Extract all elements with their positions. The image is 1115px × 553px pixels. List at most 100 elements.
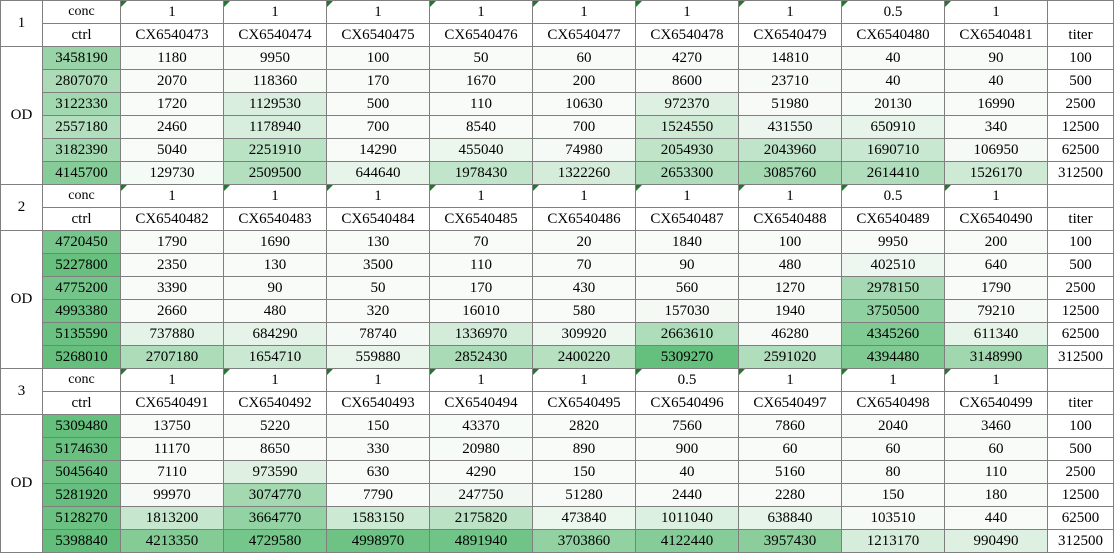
value-cell[interactable]: 1690710 (841, 138, 945, 162)
titer-value-cell[interactable]: 100 (1047, 230, 1114, 254)
value-cell[interactable]: 40 (841, 69, 945, 93)
value-cell[interactable]: 2175820 (429, 506, 533, 530)
value-cell[interactable]: 440 (944, 506, 1048, 530)
conc-cell[interactable]: 1 (635, 184, 739, 208)
value-cell[interactable]: 51280 (532, 483, 636, 507)
value-cell[interactable]: 340 (944, 115, 1048, 139)
value-cell[interactable]: 2040 (841, 414, 945, 438)
value-cell[interactable]: 4290 (429, 460, 533, 484)
value-cell[interactable]: 20130 (841, 92, 945, 116)
ctrl-value-cell[interactable]: 4145700 (42, 161, 121, 185)
value-cell[interactable]: 2653300 (635, 161, 739, 185)
group-number[interactable]: 2 (0, 184, 43, 231)
compound-id-cell[interactable]: CX6540490 (944, 207, 1048, 231)
value-cell[interactable]: 40 (944, 69, 1048, 93)
value-cell[interactable]: 737880 (120, 322, 224, 346)
value-cell[interactable]: 20 (532, 230, 636, 254)
value-cell[interactable]: 46280 (738, 322, 842, 346)
titer-value-cell[interactable]: 2500 (1047, 92, 1114, 116)
ctrl-value-cell[interactable]: 2557180 (42, 115, 121, 139)
value-cell[interactable]: 7560 (635, 414, 739, 438)
value-cell[interactable]: 2707180 (120, 345, 224, 369)
ctrl-label-cell[interactable]: ctrl (42, 23, 121, 47)
conc-cell[interactable]: 1 (223, 0, 327, 24)
conc-cell[interactable]: 1 (326, 368, 430, 392)
value-cell[interactable]: 2043960 (738, 138, 842, 162)
titer-value-cell[interactable]: 312500 (1047, 345, 1114, 369)
compound-id-cell[interactable]: CX6540492 (223, 391, 327, 415)
ctrl-value-cell[interactable]: 4775200 (42, 276, 121, 300)
titer-label-cell[interactable]: titer (1047, 207, 1114, 231)
value-cell[interactable]: 78740 (326, 322, 430, 346)
value-cell[interactable]: 3957430 (738, 529, 842, 553)
value-cell[interactable]: 684290 (223, 322, 327, 346)
value-cell[interactable]: 5160 (738, 460, 842, 484)
value-cell[interactable]: 431550 (738, 115, 842, 139)
value-cell[interactable]: 150 (841, 483, 945, 507)
group-number[interactable]: 3 (0, 368, 43, 415)
compound-id-cell[interactable]: CX6540477 (532, 23, 636, 47)
conc-label-cell[interactable]: conc (42, 368, 121, 392)
titer-value-cell[interactable]: 500 (1047, 69, 1114, 93)
value-cell[interactable]: 247750 (429, 483, 533, 507)
value-cell[interactable]: 1654710 (223, 345, 327, 369)
value-cell[interactable]: 455040 (429, 138, 533, 162)
value-cell[interactable]: 630 (326, 460, 430, 484)
value-cell[interactable]: 200 (532, 69, 636, 93)
value-cell[interactable]: 700 (326, 115, 430, 139)
value-cell[interactable]: 5040 (120, 138, 224, 162)
titer-value-cell[interactable]: 500 (1047, 437, 1114, 461)
value-cell[interactable]: 1790 (120, 230, 224, 254)
ctrl-value-cell[interactable]: 5309480 (42, 414, 121, 438)
value-cell[interactable]: 1840 (635, 230, 739, 254)
titer-label-cell[interactable]: titer (1047, 23, 1114, 47)
compound-id-cell[interactable]: CX6540497 (738, 391, 842, 415)
titer-value-cell[interactable]: 62500 (1047, 138, 1114, 162)
ctrl-value-cell[interactable]: 3458190 (42, 46, 121, 70)
value-cell[interactable]: 1180 (120, 46, 224, 70)
value-cell[interactable]: 500 (326, 92, 430, 116)
titer-value-cell[interactable]: 100 (1047, 46, 1114, 70)
value-cell[interactable]: 1583150 (326, 506, 430, 530)
compound-id-cell[interactable]: CX6540495 (532, 391, 636, 415)
od-label-cell[interactable]: OD (0, 414, 43, 553)
compound-id-cell[interactable]: CX6540484 (326, 207, 430, 231)
value-cell[interactable]: 7790 (326, 483, 430, 507)
compound-id-cell[interactable]: CX6540485 (429, 207, 533, 231)
value-cell[interactable]: 473840 (532, 506, 636, 530)
value-cell[interactable]: 80 (841, 460, 945, 484)
value-cell[interactable]: 9950 (841, 230, 945, 254)
value-cell[interactable]: 40 (841, 46, 945, 70)
value-cell[interactable]: 1526170 (944, 161, 1048, 185)
value-cell[interactable]: 180 (944, 483, 1048, 507)
compound-id-cell[interactable]: CX6540499 (944, 391, 1048, 415)
value-cell[interactable]: 110 (429, 253, 533, 277)
value-cell[interactable]: 1813200 (120, 506, 224, 530)
value-cell[interactable]: 1978430 (429, 161, 533, 185)
value-cell[interactable]: 4345260 (841, 322, 945, 346)
value-cell[interactable]: 20980 (429, 437, 533, 461)
value-cell[interactable]: 700 (532, 115, 636, 139)
compound-id-cell[interactable]: CX6540498 (841, 391, 945, 415)
value-cell[interactable]: 2663610 (635, 322, 739, 346)
conc-label-cell[interactable]: conc (42, 184, 121, 208)
value-cell[interactable]: 1524550 (635, 115, 739, 139)
ctrl-value-cell[interactable]: 3122330 (42, 92, 121, 116)
value-cell[interactable]: 330 (326, 437, 430, 461)
value-cell[interactable]: 14290 (326, 138, 430, 162)
conc-cell[interactable]: 1 (223, 368, 327, 392)
value-cell[interactable]: 638840 (738, 506, 842, 530)
value-cell[interactable]: 890 (532, 437, 636, 461)
value-cell[interactable]: 70 (429, 230, 533, 254)
value-cell[interactable]: 650910 (841, 115, 945, 139)
titer-value-cell[interactable]: 100 (1047, 414, 1114, 438)
value-cell[interactable]: 430 (532, 276, 636, 300)
ctrl-value-cell[interactable]: 4993380 (42, 299, 121, 323)
value-cell[interactable]: 10630 (532, 92, 636, 116)
compound-id-cell[interactable]: CX6540486 (532, 207, 636, 231)
value-cell[interactable]: 560 (635, 276, 739, 300)
conc-cell[interactable]: 1 (326, 184, 430, 208)
compound-id-cell[interactable]: CX6540488 (738, 207, 842, 231)
compound-id-cell[interactable]: CX6540491 (120, 391, 224, 415)
value-cell[interactable]: 990490 (944, 529, 1048, 553)
